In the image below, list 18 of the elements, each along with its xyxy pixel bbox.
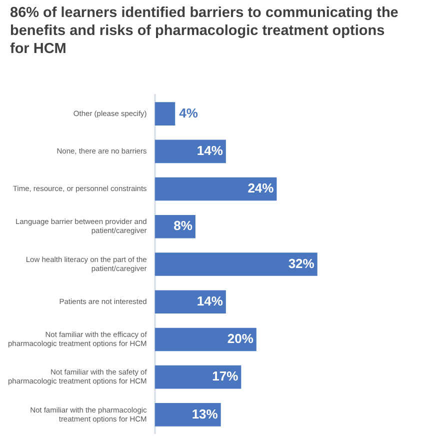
bar bbox=[154, 177, 277, 201]
bar bbox=[154, 102, 176, 126]
bar bbox=[154, 252, 318, 276]
data-label: 17% bbox=[212, 368, 239, 384]
bar bbox=[154, 403, 221, 426]
data-label: 20% bbox=[227, 331, 254, 346]
data-label: 32% bbox=[288, 256, 315, 271]
data-label: 14% bbox=[196, 293, 224, 308]
bar bbox=[154, 140, 226, 164]
bar bbox=[154, 290, 226, 314]
data-label: 4% bbox=[179, 105, 198, 120]
data-label: 14% bbox=[196, 142, 224, 158]
bar bbox=[154, 365, 242, 389]
data-label: 24% bbox=[248, 180, 274, 196]
bar bbox=[154, 328, 256, 352]
data-label: 8% bbox=[174, 218, 193, 234]
data-label: 13% bbox=[192, 406, 218, 422]
chart-title: 86% of learners identified barriers to communicating the benefits and risks of pharmacologic treatment options for HCM bbox=[10, 4, 400, 58]
